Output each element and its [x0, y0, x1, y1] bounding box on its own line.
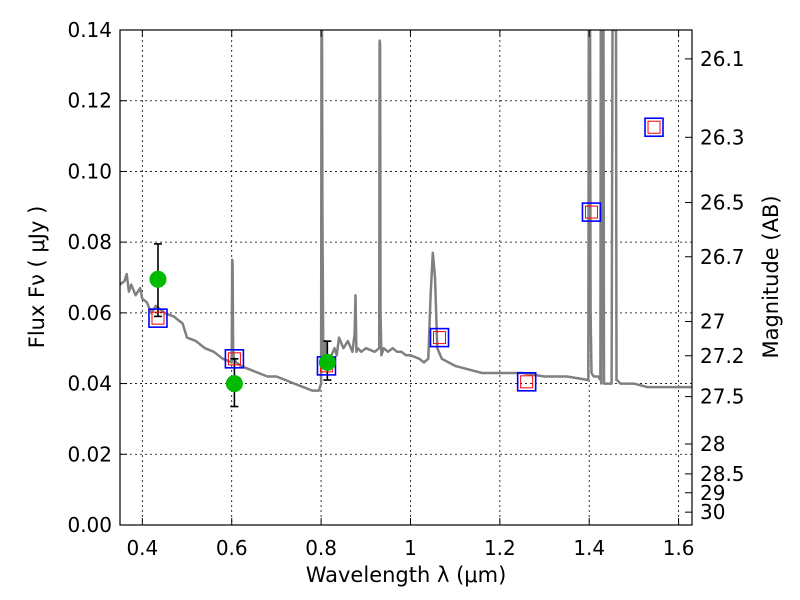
y2-tick-label: 27.2 — [700, 344, 745, 368]
model-photometry-square-inner — [151, 311, 165, 325]
model-photometry-square-inner — [227, 352, 241, 366]
model-photometry-square-inner — [433, 331, 447, 345]
x-axis-title: Wavelength λ (μm) — [306, 563, 507, 587]
y2-tick-label: 26.3 — [700, 125, 745, 149]
y-tick-label: 0.12 — [67, 89, 112, 113]
x-tick-label: 1.4 — [573, 536, 605, 560]
y2-tick-label: 26.1 — [700, 47, 745, 71]
model-photometry-square-inner — [584, 205, 598, 219]
model-photometry-square — [516, 372, 537, 392]
y2-tick-label: 28.5 — [700, 462, 745, 486]
grid — [120, 30, 692, 525]
observed-point — [149, 270, 167, 288]
model-photometry-square — [224, 349, 245, 369]
y-tick-label: 0.06 — [67, 301, 112, 325]
observed-point — [225, 375, 243, 393]
model-photometry-square-inner — [520, 375, 534, 389]
model-photometry-square — [581, 202, 602, 222]
y-tick-label: 0.02 — [67, 442, 112, 466]
y-axis-title: Flux Fν ( μJy ) — [25, 206, 49, 349]
model-photometry-square — [644, 117, 664, 138]
y2-axis-title: Magnitude (AB) — [759, 195, 783, 358]
x-tick-label: 0.6 — [216, 536, 248, 560]
y2-tick-label: 26.7 — [700, 245, 745, 269]
y2-tick-label: 28 — [700, 432, 725, 456]
y2-tick-label: 30 — [700, 500, 725, 524]
y-tick-label: 0.00 — [67, 513, 112, 537]
model-photometry-square — [429, 327, 450, 348]
y-tick-label: 0.04 — [67, 372, 112, 396]
x-tick-label: 1 — [404, 536, 417, 560]
y2-tick-label: 27 — [700, 310, 725, 334]
y-tick-label: 0.14 — [67, 18, 112, 42]
observed-photometry-markers — [149, 270, 336, 393]
x-tick-label: 0.8 — [305, 536, 337, 560]
plot-frame — [119, 29, 693, 526]
y2-tick-label: 26.5 — [700, 191, 745, 215]
model-photometry-square-inner — [647, 120, 661, 134]
observed-point — [318, 353, 336, 371]
x-tick-label: 1.2 — [484, 536, 516, 560]
model-sed-line — [120, 30, 692, 392]
y2-tick-label: 27.5 — [700, 385, 745, 409]
x-axis-ticks: 0.4 0.6 0.8 1 1.2 1.4 1.6 — [126, 30, 695, 560]
y-tick-label: 0.10 — [67, 159, 112, 183]
model-photometry-square — [148, 308, 168, 328]
x-tick-label: 1.6 — [663, 536, 695, 560]
x-tick-label: 0.4 — [126, 536, 158, 560]
y-tick-label: 0.08 — [67, 230, 112, 254]
y-axis-ticks: 0.00 0.02 0.04 0.06 0.08 0.10 0.12 0.14 — [67, 18, 127, 537]
plot-area — [120, 30, 692, 408]
y2-tick-label: 29 — [700, 481, 725, 505]
